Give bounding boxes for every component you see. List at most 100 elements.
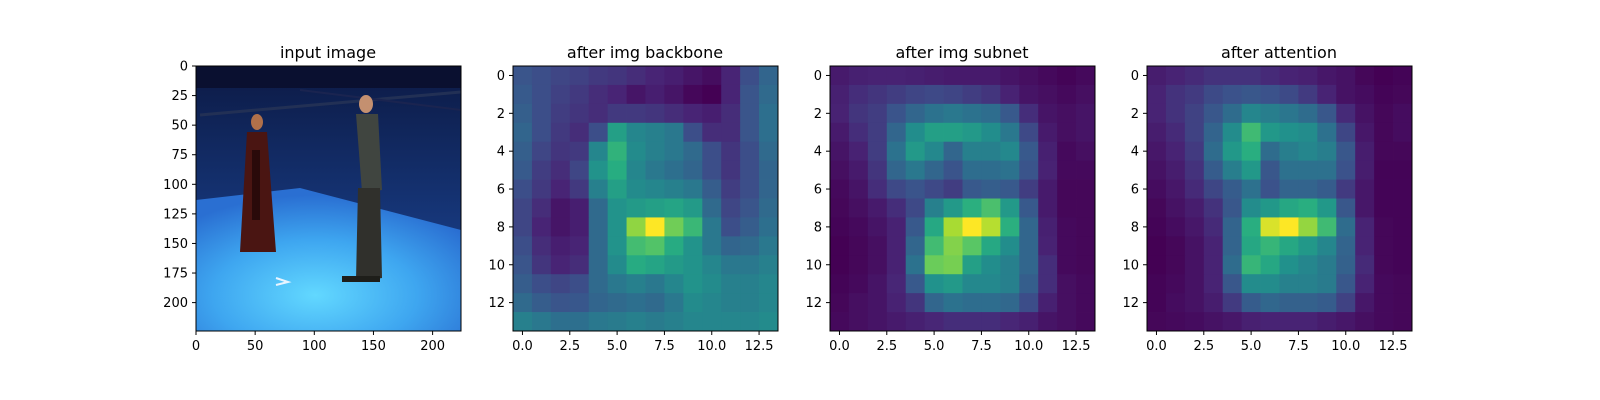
heatmap-cell [886,160,907,180]
heatmap-cell [1260,103,1280,124]
heatmap-cell [1038,84,1058,105]
heatmap-cell [1298,122,1318,143]
heatmap-cell [664,255,684,275]
heatmap-cell [1184,274,1205,294]
heatmap-cell [740,293,760,313]
heatmap-cell [702,179,722,199]
heatmap-cell [607,236,627,256]
heatmap-cell [943,293,963,313]
heatmap-cell [924,160,944,180]
x-tick-label: 7.5 [654,339,675,354]
heatmap-cell [1165,141,1186,162]
heatmap-cell [1279,217,1299,237]
heatmap-cell [513,293,533,313]
heatmap-cell [1076,236,1096,256]
heatmap-cell [830,312,850,332]
heatmap-cell [721,312,741,332]
heatmap-cell [664,141,684,162]
heatmap-cell [943,217,963,237]
heatmap-cell [1374,160,1394,180]
y-tick-label: 50 [171,119,188,134]
heatmap-cell [550,255,571,275]
heatmap-cell [905,236,926,256]
heatmap-cell [1184,84,1205,105]
heatmap-cell [626,255,646,275]
heatmap-cell [1019,66,1039,86]
heatmap-cell [1317,179,1337,199]
heatmap-cell [1165,255,1186,275]
heatmap-cell [607,179,627,199]
heatmap-cell [924,217,944,237]
heatmap-cell [569,103,590,124]
heatmap-cell [569,274,590,294]
heatmap-cell [1057,293,1077,313]
heatmap-cell [924,198,944,218]
heatmap-cell [683,160,703,180]
heatmap-cell [981,160,1001,180]
heatmap-cell [1317,312,1337,332]
heatmap-cell [1279,236,1299,256]
heatmap-cell [740,236,760,256]
heatmap-cell [1203,255,1224,275]
x-tick-label: 100 [302,339,327,354]
heatmap-cell [1000,84,1020,105]
heatmap-cell [1057,141,1077,162]
heatmap-cell [1203,122,1224,143]
heatmap-cell [645,236,665,256]
heatmap-cell [943,312,963,332]
heatmap-cell [1147,274,1167,294]
heatmap-cell [1222,160,1243,180]
heatmap-cell [626,274,646,294]
heatmap-cell [1260,312,1280,332]
heatmap-cell [1076,103,1096,124]
heatmap-cell [683,236,703,256]
heatmap-cell [1147,103,1167,124]
y-axis: 0 25 50 75 100 125 150 175 200 [163,60,196,311]
heatmap-cell [1147,179,1167,199]
heatmap-cell [740,274,760,294]
heatmap-cell [550,141,571,162]
heatmap-cell [721,198,741,218]
heatmap-cell [1000,103,1020,124]
y-tick-label: 4 [497,145,505,160]
x-tick-label: 0.0 [512,339,533,354]
heatmap-cell [905,274,926,294]
heatmap-cell [867,179,888,199]
heatmap-cell [1393,141,1413,162]
heatmap-cell [1203,179,1224,199]
heatmap-cell [664,198,684,218]
heatmap-cell [588,84,609,105]
heatmap-cell [1241,103,1261,124]
heatmap-cell [867,103,888,124]
heatmap-cell [513,255,533,275]
heatmap-cell [588,141,609,162]
heatmap-cell [1336,66,1356,86]
heatmap-cell [1057,66,1077,86]
heatmap-cell [905,312,926,332]
heatmap-cell [1260,66,1280,86]
heatmap-cell [1241,312,1261,332]
heatmap-cell [962,255,982,275]
heatmap-cell [759,217,779,237]
heatmap-cell [683,255,703,275]
heatmap-cell [1355,179,1375,199]
heatmap-cell [905,179,926,199]
heatmap-cell [1222,293,1243,313]
heatmap-cell [924,255,944,275]
heatmap-cell [626,160,646,180]
heatmap-cell [588,160,609,180]
heatmap-cell [569,255,590,275]
heatmap-cell [886,236,907,256]
heatmap-cell [1393,217,1413,237]
heatmap-cell [943,160,963,180]
x-tick-label: 150 [361,339,386,354]
heatmap-cell [683,122,703,143]
heatmap-cell [721,66,741,86]
heatmap-cell [531,217,552,237]
heatmap-cell [1203,293,1224,313]
heatmap-cell [981,122,1001,143]
x-tick-label: 10.0 [1331,339,1360,354]
heatmap-cell [531,122,552,143]
floor-mark [275,277,292,286]
heatmap-cell [1203,103,1224,124]
